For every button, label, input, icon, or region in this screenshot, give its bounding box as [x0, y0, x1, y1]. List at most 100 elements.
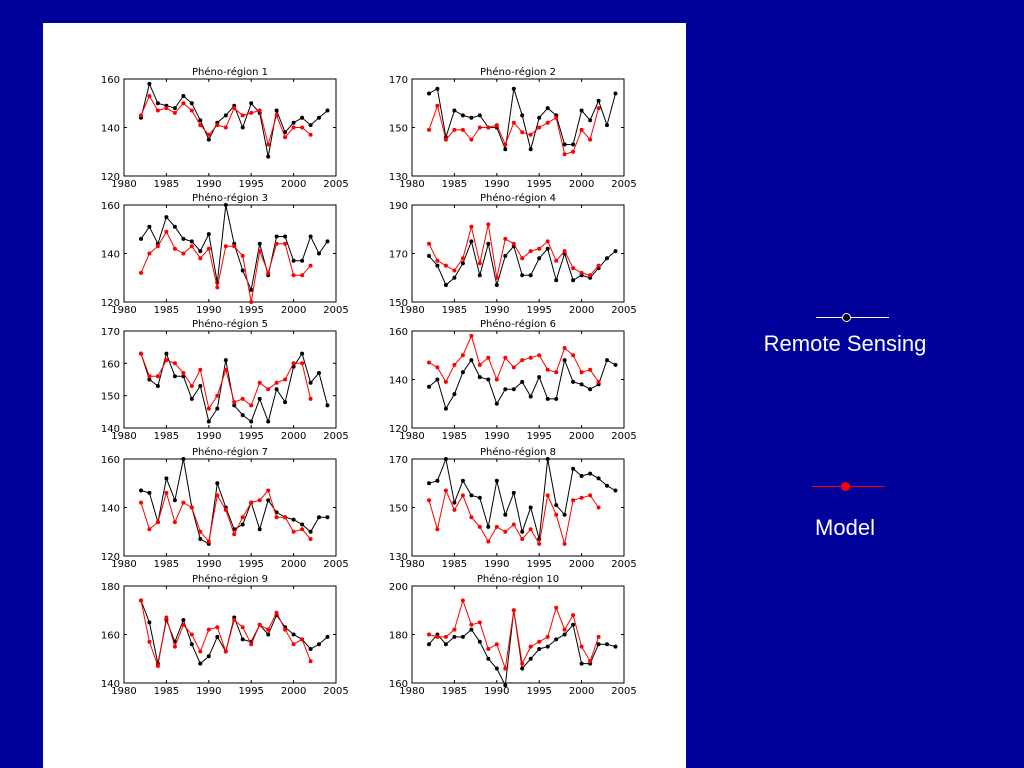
remote-sensing-label: Remote Sensing [763, 331, 927, 356]
model-point [206, 627, 211, 632]
model-point [571, 266, 576, 271]
model-point [198, 256, 203, 261]
remote-sensing-point [545, 644, 550, 649]
model-point [249, 403, 254, 408]
x-tick-label: 2000 [281, 305, 306, 316]
remote-sensing-point [215, 481, 220, 486]
plot-frame [411, 204, 625, 303]
model-point [545, 239, 550, 244]
model-point [537, 541, 542, 546]
remote-sensing-point [460, 634, 465, 639]
model-point [554, 605, 559, 610]
chart-title: Phéno-région 9 [192, 573, 268, 585]
x-tick-label: 2000 [569, 179, 594, 190]
y-tick-label: 120 [101, 172, 120, 183]
remote-sensing-point [443, 642, 448, 647]
model-point [189, 244, 194, 249]
model-point [579, 644, 584, 649]
remote-sensing-point [240, 413, 245, 418]
y-tick-label: 160 [101, 359, 120, 370]
remote-sensing-point [503, 683, 508, 688]
y-tick-label: 120 [101, 298, 120, 309]
model-point [189, 505, 194, 510]
model-point [215, 493, 220, 498]
y-tick-label: 160 [389, 679, 408, 690]
remote-sensing-point [452, 634, 457, 639]
x-tick-label: 1990 [196, 559, 221, 570]
model-point [249, 500, 254, 505]
y-tick-label: 140 [101, 124, 120, 135]
model-point [300, 273, 305, 278]
model-point [215, 285, 220, 290]
x-tick-label: 2005 [611, 559, 636, 570]
model-point [477, 125, 482, 130]
remote-sensing-point [435, 478, 440, 483]
model-point [308, 396, 313, 401]
model-point [520, 661, 525, 666]
remote-sensing-point [605, 483, 609, 488]
remote-sensing-point [427, 642, 431, 647]
remote-sensing-point [223, 203, 228, 207]
remote-sensing-point [266, 154, 271, 159]
model-point [155, 108, 160, 113]
remote-sensing-point [240, 125, 245, 130]
model-point [257, 108, 262, 113]
model-point [486, 647, 491, 651]
remote-sensing-point [494, 478, 499, 483]
model-point [545, 493, 550, 498]
model-point [291, 529, 296, 534]
remote-sensing-point [300, 258, 305, 263]
model-point [528, 527, 533, 532]
model-point [528, 249, 533, 254]
model-point [308, 132, 313, 137]
x-tick-label: 1985 [154, 686, 179, 697]
remote-sensing-point [486, 241, 491, 246]
remote-sensing-point [164, 215, 169, 220]
remote-sensing-point [520, 113, 525, 118]
model-point [257, 498, 262, 503]
remote-sensing-point [189, 239, 194, 244]
remote-sensing-point [206, 137, 211, 142]
remote-sensing-point [545, 106, 550, 111]
remote-sensing-point [274, 234, 279, 239]
model-point [300, 637, 305, 642]
model-point [511, 608, 516, 613]
model-point [266, 627, 271, 632]
remote-sensing-point [528, 656, 533, 661]
remote-sensing-point [588, 118, 593, 123]
model-point [291, 273, 296, 278]
x-tick-label: 1995 [526, 305, 551, 316]
model-point [562, 627, 567, 632]
model-point [545, 367, 550, 372]
model-point [537, 246, 542, 251]
chart-1: Phéno-région 1 1980 1985 1990 1995 2000 2005 12… [101, 66, 349, 190]
model-point [266, 387, 271, 392]
plot-frame [123, 330, 337, 429]
model-point [452, 127, 457, 132]
model-point [469, 224, 474, 229]
remote-sensing-point [325, 239, 330, 244]
model-point [147, 639, 152, 644]
remote-sensing-point [562, 142, 567, 147]
remote-sensing-point [477, 375, 482, 380]
model-point [562, 152, 567, 157]
model-point [443, 263, 448, 268]
y-tick-label: 170 [389, 75, 408, 86]
x-tick-label: 1985 [154, 559, 179, 570]
model-point [283, 135, 288, 140]
x-tick-label: 1995 [526, 686, 551, 697]
chart-title: Phéno-région 1 [192, 66, 268, 78]
plot-frame [123, 458, 337, 557]
model-point [486, 355, 491, 360]
x-tick-label: 1985 [442, 686, 467, 697]
legend-remote-sensing: Remote Sensing [745, 305, 945, 365]
model-point [477, 362, 482, 367]
model-point [494, 524, 499, 529]
remote-sensing-point [308, 380, 313, 385]
x-tick-label: 1995 [526, 559, 551, 570]
x-tick-label: 2000 [281, 559, 306, 570]
remote-sensing-point [181, 618, 186, 622]
chart-3: Phéno-région 3 1980 1985 1990 1995 2000 2005 12… [101, 192, 349, 316]
model-point [435, 527, 440, 532]
model-point [198, 649, 203, 654]
